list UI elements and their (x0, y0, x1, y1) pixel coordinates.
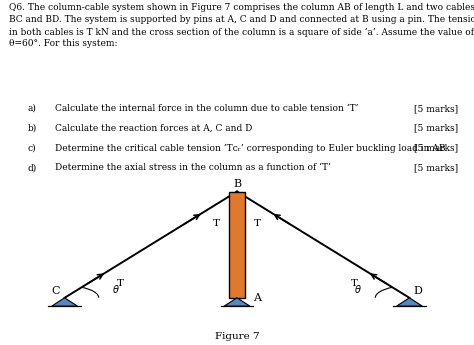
Polygon shape (224, 298, 250, 306)
Text: a): a) (27, 104, 36, 113)
Text: $\theta$: $\theta$ (355, 283, 362, 295)
Text: Q6. The column-cable system shown in Figure 7 comprises the column AB of length : Q6. The column-cable system shown in Fig… (9, 3, 474, 48)
Text: c): c) (27, 144, 36, 152)
Text: T: T (117, 279, 123, 288)
Polygon shape (52, 298, 77, 306)
Text: [5 marks]: [5 marks] (414, 124, 458, 132)
Text: Calculate the internal force in the column due to cable tension ‘T’: Calculate the internal force in the colu… (55, 104, 358, 113)
Text: $\theta$: $\theta$ (112, 283, 119, 295)
Polygon shape (229, 191, 245, 298)
Text: d): d) (27, 163, 37, 172)
Polygon shape (397, 298, 422, 306)
Text: T: T (213, 219, 220, 228)
Text: B: B (233, 178, 241, 188)
Text: Calculate the reaction forces at A, C and D: Calculate the reaction forces at A, C an… (55, 124, 252, 132)
Text: b): b) (27, 124, 37, 132)
Text: T: T (351, 279, 357, 288)
Text: C: C (52, 286, 60, 296)
Text: D: D (414, 286, 422, 296)
Text: A: A (253, 293, 261, 303)
Text: Figure 7: Figure 7 (215, 332, 259, 341)
Text: Determine the axial stress in the column as a function of ‘T’: Determine the axial stress in the column… (55, 163, 331, 172)
Text: [5 marks]: [5 marks] (414, 144, 458, 152)
Text: [5 marks]: [5 marks] (414, 163, 458, 172)
Text: [5 marks]: [5 marks] (414, 104, 458, 113)
Text: Determine the critical cable tension ‘Tᴄᵣ’ corresponding to Euler buckling load : Determine the critical cable tension ‘Tᴄ… (55, 144, 446, 153)
Text: T: T (254, 219, 261, 228)
